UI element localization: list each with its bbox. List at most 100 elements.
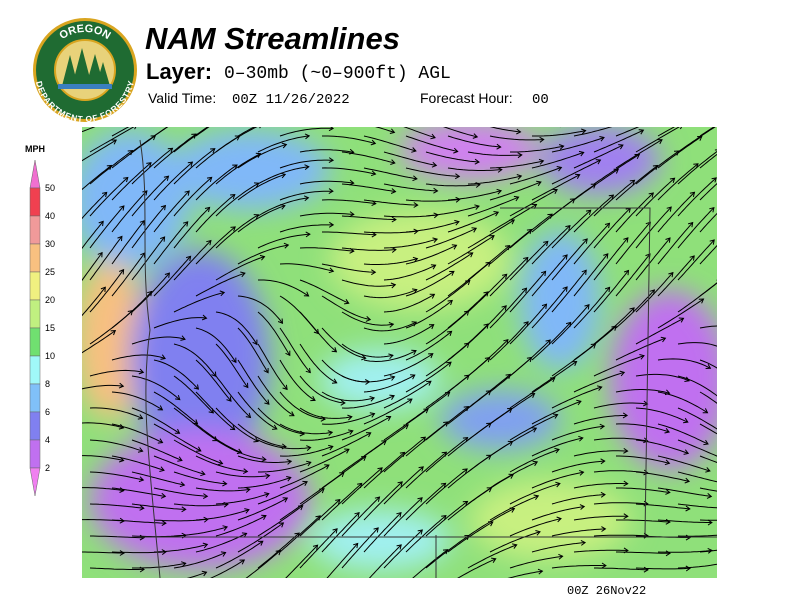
streamline-arrow [705,363,712,369]
streamline [383,497,423,537]
streamline-arrow [431,161,438,168]
streamline-arrow [549,377,556,383]
streamline [368,544,402,578]
streamline [742,392,782,428]
streamline-arrow [160,236,166,242]
streamline-arrow [239,559,246,565]
streamline-arrow [429,293,436,299]
streamline-arrow [623,447,629,454]
streamline-arrow [328,188,334,195]
streamline-arrow [388,322,395,328]
streamline-arrow [389,375,396,381]
legend-swatch [29,243,41,273]
streamline [82,139,117,162]
streamline-arrow [784,109,789,114]
streamline-arrow [117,235,123,242]
streamline-arrow [305,367,311,374]
streamline [742,289,795,296]
streamline [699,182,717,201]
streamline [635,439,689,454]
streamline-arrow [768,309,773,313]
speed-area [130,250,270,470]
streamline-arrow [278,522,285,528]
streamline [509,555,563,569]
streamline-arrow [505,373,512,380]
streamline [237,127,256,137]
streamline-arrow [202,542,209,549]
streamline-arrow [354,512,360,518]
streamline [762,440,800,456]
streamline [551,460,605,473]
streamline [489,321,529,361]
streamline [616,519,670,523]
streamline [111,354,166,361]
streamline [186,571,207,578]
streamline [131,147,173,185]
streamline-arrow [485,390,492,396]
streamline-arrow [706,493,713,499]
streamline [82,221,104,250]
streamline-arrow [579,504,586,510]
streamline [153,190,190,233]
streamline-arrow [120,585,124,590]
streamline [551,238,588,281]
streamline [615,127,640,137]
streamline-arrow [738,263,743,268]
logo-top-text: OREGON [57,23,112,42]
streamline-arrow [613,168,620,174]
streamline [341,496,380,537]
streamline [70,584,124,588]
streamline-arrow [698,298,705,304]
streamline-arrow [213,120,218,124]
streamline-arrow [509,219,516,225]
streamline [341,279,396,287]
streamline [489,531,541,553]
streamline [531,361,577,393]
streamline-arrow [353,542,359,549]
streamline-arrow [344,448,350,454]
streamline-arrow [381,440,387,446]
streamline [677,503,717,509]
streamline-arrow [523,321,529,327]
streamline-arrow [206,176,213,183]
streamline-arrow [643,437,649,444]
streamline-arrow [331,347,338,353]
streamline [237,173,286,201]
streamline [383,353,434,377]
streamline-arrow [231,357,237,364]
streamline [383,324,434,345]
streamline [299,343,337,384]
streamline-arrow [328,267,335,274]
streamline [742,487,796,490]
streamline-arrow [163,175,170,181]
streamline [89,177,129,217]
streamline-arrow [733,194,738,199]
streamline-arrow [282,497,289,503]
streamline-arrow [736,164,741,168]
streamline-arrow [275,549,282,556]
streamline [321,295,371,321]
streamline [341,151,395,164]
streamline-arrow [728,532,732,537]
streamline-arrow [230,194,236,200]
streamline [383,183,438,192]
streamline-arrow [486,454,492,460]
streamline-arrow [347,414,353,421]
streamline-arrow [430,264,437,270]
streamline [321,199,376,205]
streamline-arrow [532,460,539,467]
streamline-arrow [558,553,564,560]
streamline [285,544,318,578]
streamline-arrow [219,290,226,297]
streamline [509,271,546,313]
streamline [89,205,125,249]
streamline-arrow [175,394,181,401]
streamline [89,269,124,313]
streamline [551,304,590,345]
streamline-arrow [578,435,584,442]
streamline-arrow [374,496,381,502]
streamline-arrow [513,195,520,202]
streamline-arrow [348,429,354,435]
streamline-arrow [146,162,152,168]
streamline [573,253,609,297]
